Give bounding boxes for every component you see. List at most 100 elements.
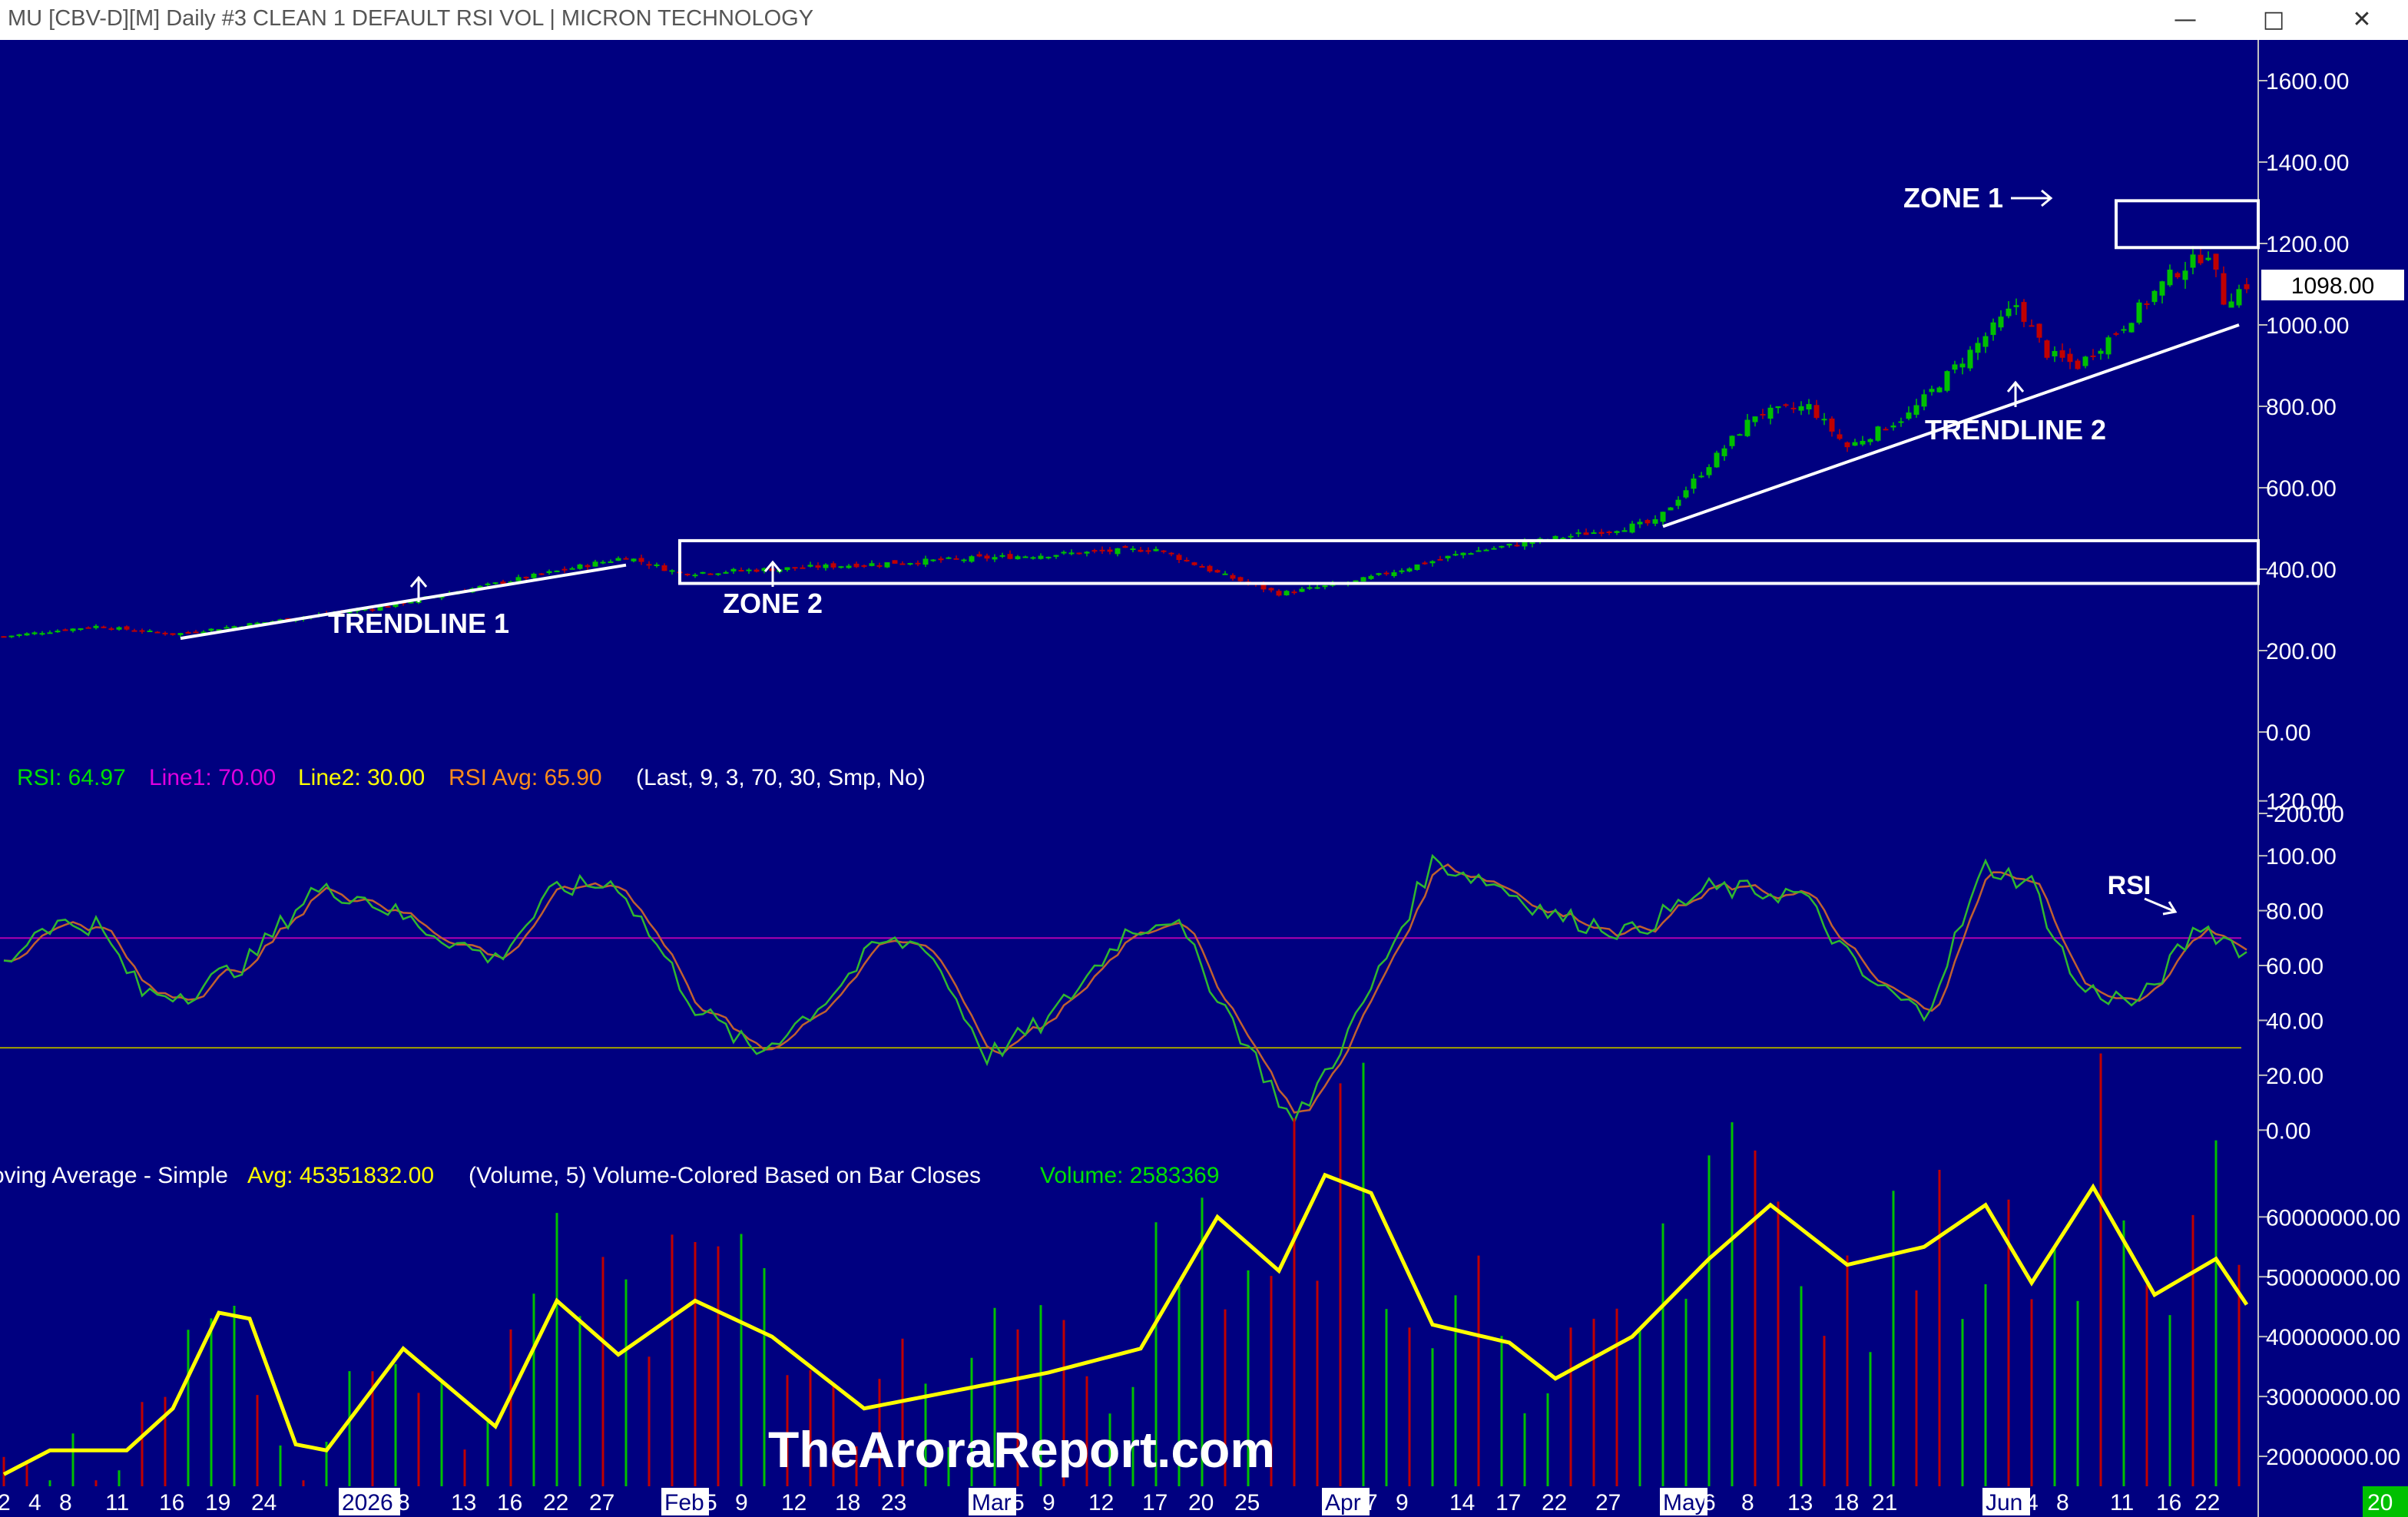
candle-body (1683, 490, 1689, 498)
zone-2-arrow (763, 560, 782, 587)
price-candle (1752, 416, 1758, 427)
candle-body (1476, 550, 1482, 552)
candle-body (899, 563, 906, 565)
candle-body (723, 571, 729, 574)
price-candle (646, 561, 652, 569)
candle-body (1153, 548, 1159, 551)
price-candle (531, 572, 537, 579)
candle-body (2159, 281, 2165, 296)
price-candle (2136, 299, 2142, 325)
candle-body (1959, 363, 1966, 368)
candle-body (1760, 413, 1766, 416)
candle-body (78, 628, 84, 631)
price-candle (1967, 346, 1973, 372)
price-candle (1091, 548, 1098, 554)
candle-body (1460, 552, 1466, 555)
candle-body (24, 633, 30, 636)
candle-body (2067, 353, 2073, 363)
price-candle (1376, 572, 1382, 576)
candle-body (2144, 303, 2150, 305)
date-axis-label: 13 (1787, 1490, 1813, 1515)
candle-body (1491, 548, 1497, 550)
candle-body (2036, 323, 2042, 338)
price-candle (1952, 360, 1958, 374)
candle-body (492, 582, 498, 585)
candle-body (1030, 557, 1036, 559)
price-candle (2075, 359, 2081, 370)
candle-body (700, 571, 706, 574)
price-candle (116, 626, 122, 631)
date-axis-label: 25 (1234, 1490, 1260, 1515)
price-candle (131, 628, 137, 632)
candle-body (1598, 532, 1605, 535)
candle-body (2013, 305, 2019, 307)
candle-body (1091, 550, 1098, 552)
candle-body (738, 570, 744, 572)
candle-body (523, 576, 529, 579)
candle-body (1422, 562, 1428, 565)
price-candle (1691, 473, 1697, 494)
price-candle (792, 567, 798, 571)
price-candle (2036, 323, 2042, 343)
price-candle (1276, 589, 1282, 597)
candle-body (131, 630, 137, 632)
price-candle (669, 569, 675, 575)
candle-body (1061, 551, 1067, 554)
candle-body (792, 567, 798, 569)
candle-body (1076, 552, 1082, 555)
price-candle (2244, 277, 2250, 293)
candle-body (2136, 302, 2142, 323)
price-candle (1652, 515, 1658, 527)
candle-body (561, 568, 568, 571)
price-candle (823, 563, 829, 571)
volume-tick-label: 50000000.00 (2266, 1265, 2400, 1290)
price-candle (1844, 441, 1850, 452)
price-candle (1790, 402, 1797, 413)
date-axis-label: 19 (205, 1490, 230, 1515)
candle-body (2213, 253, 2219, 270)
price-candle (1837, 429, 1843, 441)
candle-body (108, 628, 114, 631)
price-candle (1883, 426, 1889, 431)
price-candle (830, 561, 836, 570)
price-candle (715, 573, 721, 576)
candle-body (1552, 535, 1558, 539)
close-icon[interactable]: ✕ (2352, 6, 2372, 33)
candle-body (846, 565, 852, 568)
maximize-icon[interactable]: □ (2262, 6, 2285, 33)
date-axis-label: 24 (251, 1490, 277, 1515)
minimize-icon[interactable]: — (2174, 6, 2197, 33)
price-candle (1068, 549, 1075, 556)
price-candle (1775, 406, 1781, 414)
candle-body (1721, 448, 1727, 456)
candle-body (946, 557, 952, 559)
price-candle (1959, 357, 1966, 375)
price-candle (2082, 356, 2088, 369)
price-candle (1852, 439, 1858, 446)
candle-body (1268, 588, 1274, 591)
watermark: TheAroraReport.com (768, 1421, 1275, 1478)
date-axis-label: 2 (0, 1490, 11, 1515)
trendline-2-arrow (2006, 380, 2025, 407)
candle-body (999, 555, 1005, 557)
price-tick-label: 1200.00 (2266, 232, 2349, 257)
price-candle (1714, 450, 1720, 469)
price-candle (1698, 472, 1704, 479)
price-candle (1314, 585, 1320, 590)
price-candle (1207, 565, 1213, 573)
candle-body (1199, 565, 1205, 568)
price-candle (1583, 528, 1589, 535)
price-candle (2167, 264, 2173, 287)
candle-body (1237, 577, 1244, 581)
candle-body (1614, 531, 1620, 533)
candle-body (1053, 555, 1059, 557)
candle-body (1606, 532, 1612, 534)
price-candle (2213, 253, 2219, 277)
price-candle (1084, 551, 1090, 557)
candle-body (1829, 418, 1835, 432)
candle-body (2151, 290, 2158, 303)
price-candle (546, 569, 552, 575)
volume-tick-label: 20000000.00 (2266, 1445, 2400, 1470)
price-candle (1299, 586, 1305, 593)
candle-body (2228, 301, 2234, 308)
